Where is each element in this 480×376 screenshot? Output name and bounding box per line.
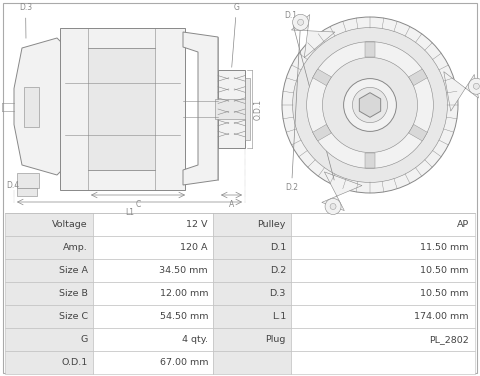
- Bar: [93, 213, 213, 236]
- Text: G: G: [81, 335, 88, 344]
- Circle shape: [473, 83, 480, 89]
- Bar: [213, 351, 291, 374]
- Circle shape: [344, 79, 396, 131]
- Circle shape: [282, 17, 458, 193]
- Text: Plug: Plug: [265, 335, 286, 344]
- Bar: [213, 213, 291, 236]
- Bar: [60, 28, 185, 190]
- Bar: [93, 328, 213, 351]
- Text: PL_2802: PL_2802: [429, 335, 469, 344]
- Circle shape: [307, 42, 433, 168]
- Text: 54.50 mm: 54.50 mm: [159, 312, 208, 321]
- Circle shape: [352, 87, 388, 123]
- Bar: [291, 305, 475, 328]
- Bar: [17, 173, 39, 188]
- Bar: [291, 351, 475, 374]
- Text: Size A: Size A: [59, 266, 88, 275]
- Bar: [213, 259, 291, 282]
- Bar: [5, 305, 93, 328]
- Bar: [213, 282, 291, 305]
- Text: L1: L1: [125, 208, 134, 217]
- Bar: [88, 48, 155, 170]
- Polygon shape: [408, 69, 427, 86]
- Text: D.3: D.3: [19, 3, 32, 38]
- Circle shape: [293, 14, 309, 30]
- Text: D.1: D.1: [270, 243, 286, 252]
- Polygon shape: [360, 92, 381, 117]
- Text: 12 V: 12 V: [187, 220, 208, 229]
- Bar: [93, 282, 213, 305]
- Circle shape: [293, 27, 447, 182]
- Bar: [24, 86, 39, 126]
- Text: A: A: [229, 200, 234, 209]
- Bar: [5, 213, 93, 236]
- Bar: [93, 305, 213, 328]
- Text: 4 qty.: 4 qty.: [182, 335, 208, 344]
- Polygon shape: [322, 172, 362, 211]
- Bar: [5, 328, 93, 351]
- Bar: [291, 213, 475, 236]
- Text: D.1: D.1: [284, 11, 334, 180]
- Bar: [5, 259, 93, 282]
- Text: Amp.: Amp.: [63, 243, 88, 252]
- Text: D.3: D.3: [270, 289, 286, 298]
- Text: 174.00 mm: 174.00 mm: [415, 312, 469, 321]
- Text: 67.00 mm: 67.00 mm: [159, 358, 208, 367]
- Polygon shape: [408, 124, 427, 141]
- Text: Size B: Size B: [59, 289, 88, 298]
- Bar: [213, 236, 291, 259]
- Text: D.2: D.2: [285, 25, 300, 193]
- Bar: [93, 236, 213, 259]
- Bar: [5, 236, 93, 259]
- Text: D.4: D.4: [6, 180, 19, 190]
- Text: Voltage: Voltage: [52, 220, 88, 229]
- Polygon shape: [312, 124, 331, 141]
- Text: G: G: [232, 3, 240, 67]
- Text: L.1: L.1: [272, 312, 286, 321]
- Text: 11.50 mm: 11.50 mm: [420, 243, 469, 252]
- Bar: [245, 78, 250, 140]
- Polygon shape: [291, 15, 335, 58]
- Bar: [213, 328, 291, 351]
- Circle shape: [325, 199, 341, 214]
- Circle shape: [468, 78, 480, 94]
- Bar: [291, 236, 475, 259]
- Text: 10.50 mm: 10.50 mm: [420, 266, 469, 275]
- Polygon shape: [365, 153, 375, 168]
- Bar: [17, 188, 37, 196]
- Bar: [93, 351, 213, 374]
- Text: 10.50 mm: 10.50 mm: [420, 289, 469, 298]
- Bar: [213, 305, 291, 328]
- Bar: [291, 282, 475, 305]
- Text: 34.50 mm: 34.50 mm: [159, 266, 208, 275]
- Polygon shape: [444, 72, 479, 111]
- Bar: [215, 99, 248, 119]
- Bar: [218, 70, 245, 148]
- Text: 120 A: 120 A: [180, 243, 208, 252]
- Text: Size C: Size C: [59, 312, 88, 321]
- Bar: [291, 328, 475, 351]
- Bar: [93, 259, 213, 282]
- Bar: [291, 259, 475, 282]
- Circle shape: [330, 203, 336, 209]
- Polygon shape: [183, 32, 218, 185]
- Polygon shape: [365, 42, 375, 58]
- Circle shape: [298, 19, 303, 25]
- Bar: [5, 351, 93, 374]
- Text: O.D.1: O.D.1: [254, 99, 263, 120]
- Text: 12.00 mm: 12.00 mm: [159, 289, 208, 298]
- Bar: [5, 282, 93, 305]
- Text: Pulley: Pulley: [258, 220, 286, 229]
- Text: C: C: [135, 200, 141, 209]
- Circle shape: [323, 58, 418, 153]
- Text: D.2: D.2: [270, 266, 286, 275]
- Polygon shape: [312, 69, 331, 86]
- Text: O.D.1: O.D.1: [62, 358, 88, 367]
- Text: AP: AP: [457, 220, 469, 229]
- Polygon shape: [14, 38, 62, 175]
